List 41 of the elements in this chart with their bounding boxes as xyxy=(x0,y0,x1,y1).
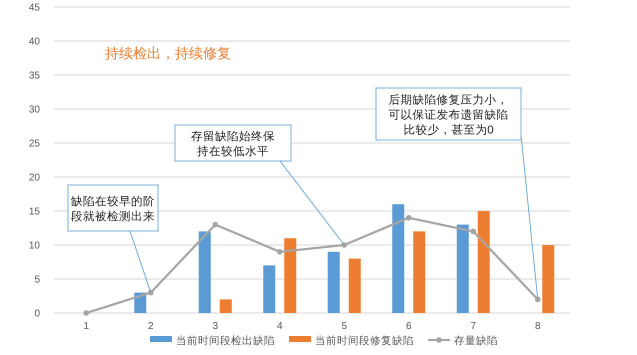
x-tick-label: 4 xyxy=(276,321,283,332)
point xyxy=(83,310,90,316)
y-tick-label: 30 xyxy=(28,104,40,116)
legend-label: 存量缺陷 xyxy=(454,334,498,347)
x-tick-label: 1 xyxy=(83,321,90,332)
point xyxy=(212,222,218,228)
y-tick-label: 20 xyxy=(28,172,40,184)
annotation: 后期缺陷修复压力小，可以保证发布遗留缺陷比较少，甚至为0 xyxy=(388,94,508,136)
y-tick-label: 5 xyxy=(34,274,40,286)
x-tick-label: 2 xyxy=(148,321,154,332)
bar xyxy=(413,231,426,313)
y-tick-label: 45 xyxy=(28,2,40,14)
y-tick-label: 0 xyxy=(34,308,40,320)
bar xyxy=(478,211,490,313)
bar xyxy=(284,238,296,313)
bar xyxy=(198,231,211,313)
annotation: 缺陷在较早的阶段就被检测出来 xyxy=(71,195,155,223)
y-tick-label: 40 xyxy=(28,36,40,48)
y-tick-label: 35 xyxy=(28,70,40,82)
bar xyxy=(456,224,469,313)
bar xyxy=(263,265,276,313)
bar xyxy=(542,245,554,313)
point xyxy=(406,215,412,221)
y-tick-label: 10 xyxy=(28,240,40,252)
x-tick-label: 8 xyxy=(534,321,541,332)
bar xyxy=(220,299,232,313)
bar xyxy=(348,258,361,313)
point xyxy=(276,249,283,255)
annotation: 持续检出，持续修复 xyxy=(105,45,231,61)
y-tick-label: 25 xyxy=(28,138,40,150)
x-tick-label: 7 xyxy=(470,321,476,332)
x-tick-label: 5 xyxy=(341,321,348,332)
bar xyxy=(392,204,404,313)
annotation: 存留缺陷始终保持在较低水平 xyxy=(191,130,275,158)
x-tick-label: 6 xyxy=(406,321,412,332)
x-tick-label: 3 xyxy=(212,321,218,332)
y-tick-label: 15 xyxy=(28,206,40,218)
legend-label: 当前时间段检出缺陷 xyxy=(176,334,275,347)
bar xyxy=(328,252,340,313)
point xyxy=(470,228,476,234)
legend-label: 当前时间段修复缺陷 xyxy=(315,334,414,347)
